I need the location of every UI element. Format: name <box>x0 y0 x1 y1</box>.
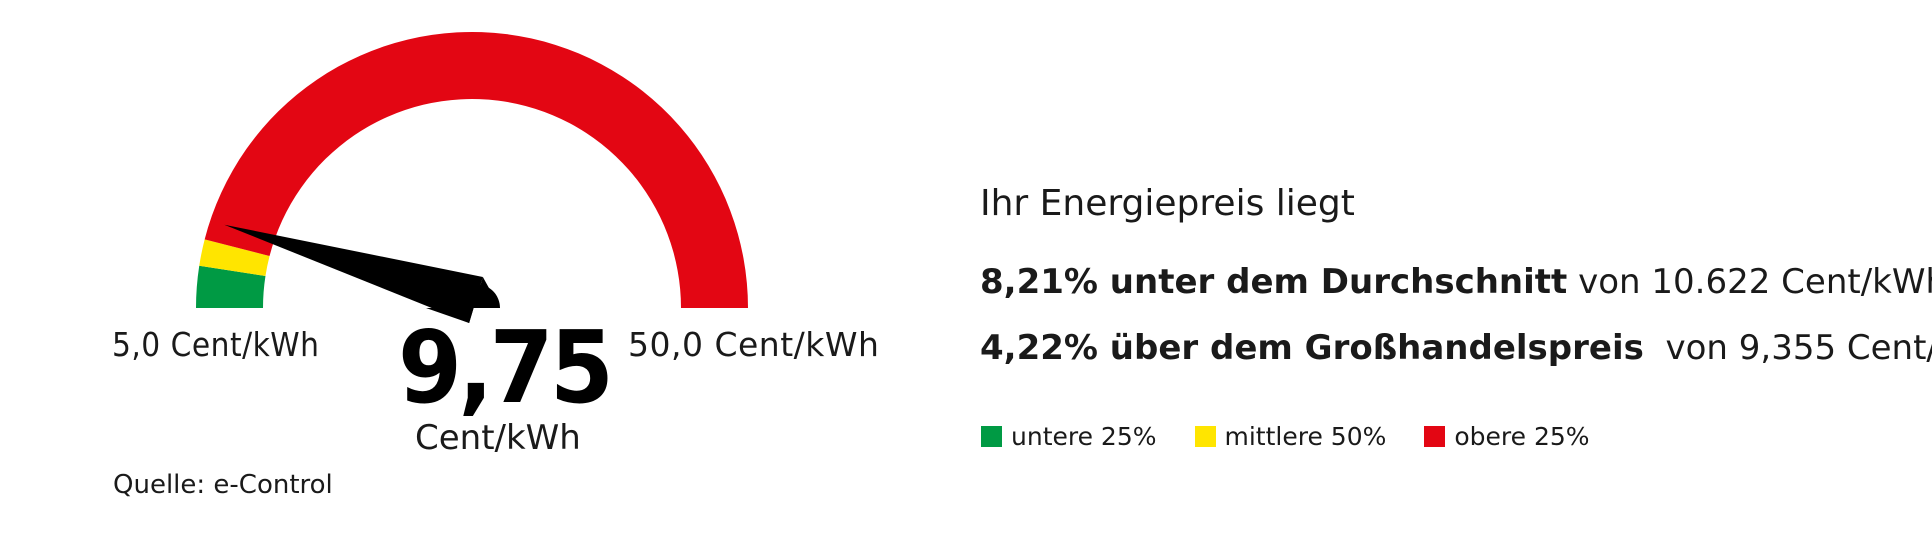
legend-item-middle: mittlere 50% <box>1194 422 1387 451</box>
gauge-needle <box>224 224 500 323</box>
gauge-band-0 <box>196 265 266 308</box>
info-line-wholesale-rest: von 9,355 Cent/kWh <box>1665 328 1932 368</box>
info-line-wholesale-bold: 4,22% über dem Großhandelspreis <box>980 328 1644 368</box>
legend-label-middle: mittlere 50% <box>1224 422 1387 451</box>
legend-swatch-middle <box>1194 426 1216 447</box>
info-line-average: 8,21% unter dem Durchschnitt von 10.622 … <box>980 262 1932 302</box>
gauge-min-label: 5,0 Cent/kWh <box>112 325 320 364</box>
gauge-needle-base <box>426 277 500 323</box>
gauge-needle-pointer <box>224 224 483 323</box>
legend-label-upper: obere 25% <box>1454 422 1590 451</box>
info-line-wholesale: 4,22% über dem Großhandelspreis von 9,35… <box>980 328 1932 368</box>
legend-swatch-upper <box>1424 426 1446 447</box>
legend-item-lower: untere 25% <box>981 422 1157 451</box>
gauge-value-unit: Cent/kWh <box>415 418 581 458</box>
info-line-average-rest: von 10.622 Cent/kWh <box>1567 262 1932 302</box>
source-note: Quelle: e-Control <box>113 470 333 500</box>
gauge-value: 9,75 <box>398 309 614 426</box>
legend: untere 25% mittlere 50% obere 25% <box>981 422 1628 451</box>
info-line-average-bold: 8,21% unter dem Durchschnitt <box>980 262 1568 302</box>
gauge-band-1 <box>199 239 270 277</box>
info-heading: Ihr Energiepreis liegt <box>980 183 1355 224</box>
gauge-max-label: 50,0 Cent/kWh <box>628 325 880 364</box>
legend-label-lower: untere 25% <box>1011 422 1157 451</box>
gauge-band-2 <box>204 31 749 308</box>
gauge-bands <box>196 31 749 308</box>
legend-swatch-lower <box>981 426 1002 447</box>
legend-item-upper: obere 25% <box>1424 422 1590 451</box>
